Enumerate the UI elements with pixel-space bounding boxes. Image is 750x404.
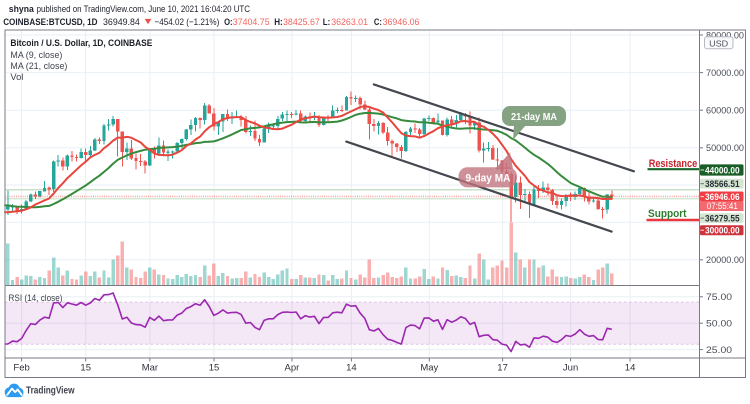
- svg-text:07:55:41: 07:55:41: [707, 201, 738, 211]
- svg-text:36949.84: 36949.84: [103, 17, 140, 28]
- svg-text:25.00: 25.00: [706, 345, 732, 356]
- svg-text:70000.00: 70000.00: [706, 68, 744, 79]
- svg-text:37404.75: 37404.75: [233, 17, 270, 28]
- svg-text:Bitcoin / U.S. Dollar, 1D, COI: Bitcoin / U.S. Dollar, 1D, COINBASE: [10, 38, 152, 49]
- svg-text:−454.02 (−1.21%): −454.02 (−1.21%): [155, 17, 220, 28]
- svg-text:Support: Support: [648, 208, 687, 220]
- svg-text:L:: L:: [323, 17, 331, 28]
- svg-text:17: 17: [497, 362, 508, 373]
- svg-text:14: 14: [346, 362, 357, 373]
- svg-text:38566.51: 38566.51: [705, 179, 740, 190]
- svg-text:15: 15: [80, 362, 91, 373]
- svg-text:USD: USD: [709, 38, 728, 48]
- svg-text:50000.00: 50000.00: [706, 143, 744, 154]
- svg-text:36279.55: 36279.55: [705, 213, 740, 224]
- svg-text:MA (9, close): MA (9, close): [10, 50, 62, 61]
- svg-text:May: May: [420, 362, 438, 373]
- svg-text:Feb: Feb: [13, 362, 29, 373]
- svg-text:44000.00: 44000.00: [705, 165, 740, 176]
- svg-text:80000.00: 80000.00: [706, 30, 744, 41]
- svg-text:Vol: Vol: [10, 72, 23, 83]
- svg-text:14: 14: [625, 362, 636, 373]
- svg-text:Jun: Jun: [563, 362, 578, 373]
- svg-text:30000.00: 30000.00: [705, 226, 740, 237]
- svg-text:9-day MA: 9-day MA: [466, 172, 511, 184]
- svg-text:60000.00: 60000.00: [706, 106, 744, 117]
- svg-text:15: 15: [209, 362, 220, 373]
- svg-text:H:: H:: [274, 17, 283, 28]
- svg-text:TradingView: TradingView: [26, 386, 75, 397]
- svg-text:RSI (14, close): RSI (14, close): [9, 293, 63, 304]
- svg-text:36946.06: 36946.06: [383, 17, 420, 28]
- svg-text:published on TradingView.com,: published on TradingView.com, June 10, 2…: [37, 4, 251, 15]
- svg-text:Apr: Apr: [285, 362, 300, 373]
- svg-text:21-day MA: 21-day MA: [511, 111, 557, 123]
- svg-text:COINBASE:BTCUSD, 1D: COINBASE:BTCUSD, 1D: [3, 17, 97, 28]
- svg-text:Mar: Mar: [142, 362, 158, 373]
- svg-text:shyna: shyna: [9, 4, 35, 15]
- svg-text:20000.00: 20000.00: [706, 255, 744, 266]
- svg-text:75.00: 75.00: [706, 292, 732, 303]
- svg-text:36946.06: 36946.06: [705, 192, 740, 203]
- svg-text:50.00: 50.00: [706, 319, 732, 330]
- svg-text:C:: C:: [374, 17, 382, 28]
- svg-text:36263.01: 36263.01: [331, 17, 368, 28]
- svg-text:38425.67: 38425.67: [283, 17, 320, 28]
- svg-text:O:: O:: [224, 17, 233, 28]
- svg-text:MA (21, close): MA (21, close): [10, 61, 67, 72]
- svg-text:Resistance: Resistance: [649, 158, 698, 170]
